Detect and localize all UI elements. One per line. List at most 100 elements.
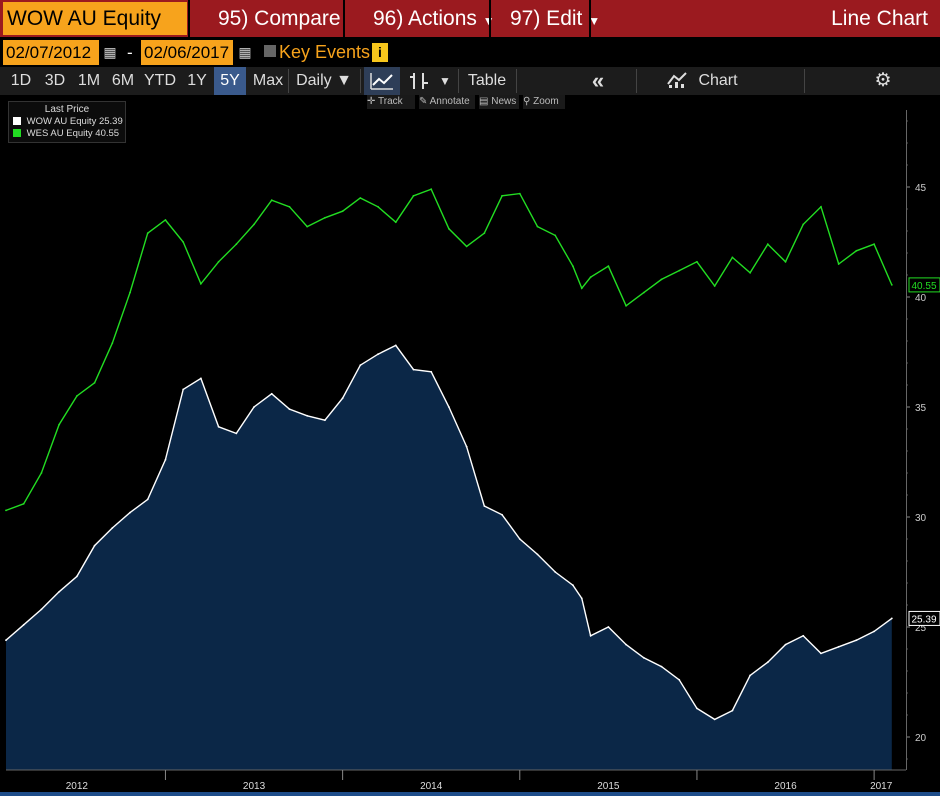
date-separator: - (127, 43, 133, 62)
range-3d-button[interactable]: 3D (44, 72, 66, 89)
range-5y-button[interactable]: 5Y (214, 67, 246, 95)
wow-data-point (660, 665, 663, 668)
wow-data-point (465, 445, 468, 448)
annotate-label: Annotate (429, 96, 470, 107)
wow-last-price-tag (908, 610, 940, 626)
wow-data-point (873, 630, 876, 633)
wes-data-point (359, 197, 362, 199)
edit-menu[interactable]: 97) Edit ▼ (510, 0, 600, 37)
wow-data-point (394, 344, 397, 347)
wow-data-point (359, 364, 362, 367)
wow-data-point (146, 498, 149, 501)
info-icon[interactable]: i (372, 43, 388, 62)
chart-type-title: Line Chart (831, 7, 928, 30)
wes-data-point (235, 243, 238, 246)
start-date-field[interactable]: 02/07/2012 (3, 40, 99, 65)
wes-data-point (58, 423, 61, 426)
wes-data-point (288, 205, 291, 208)
news-icon: ▤ (479, 96, 489, 107)
end-date-field[interactable]: 02/06/2017 (141, 40, 233, 65)
wes-data-point (483, 232, 486, 235)
dropdown-arrow-icon: ▼ (483, 14, 495, 28)
calendar-icon[interactable]: ▦ (238, 44, 252, 60)
wow-data-point (855, 639, 858, 642)
wow-data-point (837, 645, 840, 648)
candlestick-icon[interactable] (404, 67, 434, 95)
wes-data-point (146, 232, 149, 235)
chart-content-button[interactable]: Chart Content (666, 67, 796, 117)
annotate-tool[interactable]: ✎ Annotate (419, 95, 475, 109)
legend-item-wes[interactable]: WES AU Equity 40.55 (13, 128, 119, 139)
legend-item-wow[interactable]: WOW AU Equity 25.39 (13, 116, 123, 127)
wes-data-point (572, 265, 574, 268)
wow-data-point (731, 709, 734, 712)
frequency-dropdown[interactable]: Daily ▼ (292, 67, 356, 95)
wes-data-point (22, 502, 25, 505)
wes-data-point (554, 234, 557, 237)
range-1m-button[interactable]: 1M (77, 72, 101, 89)
wes-data-point (696, 260, 698, 263)
y-tick-label: 40 (915, 293, 927, 304)
wes-data-point (660, 278, 663, 281)
zoom-tool[interactable]: ⚲ Zoom (523, 95, 565, 109)
wes-data-point (873, 243, 876, 246)
key-events-label[interactable]: Key Events (279, 42, 371, 62)
frequency-label: Daily (296, 72, 332, 89)
calendar-icon[interactable]: ▦ (103, 44, 117, 60)
wes-data-point (430, 188, 433, 191)
wow-data-point (554, 571, 557, 573)
wow-data-point (580, 597, 583, 600)
wow-data-point (22, 623, 25, 626)
wes-data-point (766, 243, 769, 246)
wes-data-point (5, 509, 7, 512)
legend-swatch (13, 129, 21, 137)
x-tick-label: 2016 (774, 781, 797, 792)
wow-data-point (129, 511, 131, 514)
wes-data-point (217, 260, 220, 263)
wes-data-point (784, 260, 787, 263)
key-events-checkbox[interactable] (264, 45, 276, 57)
wow-data-point (430, 370, 433, 373)
x-tick-label: 2014 (420, 781, 443, 792)
range-6m-button[interactable]: 6M (111, 72, 135, 89)
wow-last-price-label: 25.39 (911, 614, 936, 625)
range-toolbar: 1D 3D 1M 6M YTD 1Y 5Y Max Daily ▼ ▼ Tabl… (0, 67, 940, 117)
divider (288, 69, 289, 93)
wes-data-point (253, 223, 255, 226)
date-range-row: 02/07/2012 ▦ - 02/06/2017 ▦ Key Events i (0, 37, 940, 67)
separator (489, 0, 491, 37)
track-tool[interactable]: ✛ Track (367, 95, 415, 109)
wes-data-point (40, 472, 43, 474)
range-1d-button[interactable]: 1D (10, 72, 32, 89)
collapse-icon[interactable]: « (591, 68, 605, 93)
last-price-labels: 25.39 40.55 (5, 188, 940, 721)
range-max-button[interactable]: Max (252, 72, 284, 89)
wow-data-point (341, 397, 344, 400)
range-ytd-button[interactable]: YTD (144, 72, 176, 89)
wes-price-line (5, 188, 893, 512)
x-axis: 2012 2013 2014 2015 2016 2017 (0, 769, 940, 796)
x-tick-label: 2015 (597, 781, 620, 792)
price-chart[interactable]: 20 25 30 35 40 45 2012 2013 2014 2015 2016 2017 25… (0, 95, 940, 796)
wow-data-point (217, 425, 220, 428)
wes-data-point (820, 205, 822, 208)
line-chart-icon[interactable] (364, 67, 400, 95)
wow-data-point (235, 432, 238, 435)
range-1y-button[interactable]: 1Y (187, 72, 207, 89)
pencil-icon: ✎ (419, 96, 428, 107)
wes-data-point (448, 227, 450, 230)
gear-icon[interactable]: ⚙ (874, 70, 892, 91)
wes-data-point (607, 265, 610, 268)
news-tool[interactable]: ▤ News (479, 95, 519, 109)
chart-legend[interactable]: Last Price WOW AU Equity 25.39 WES AU Eq… (8, 101, 126, 143)
title-bar: WOW AU Equity 95) Compare 96) Actions ▼ … (0, 0, 940, 37)
dropdown-icon[interactable]: ▼ (439, 74, 451, 88)
wow-data-point (890, 617, 893, 620)
table-button[interactable]: Table (467, 72, 507, 89)
actions-menu[interactable]: 96) Actions ▼ (373, 0, 495, 37)
security-ticker[interactable]: WOW AU Equity (3, 2, 187, 35)
separator (188, 0, 190, 37)
wow-data-point (5, 639, 7, 642)
wes-data-point (802, 223, 805, 226)
compare-menu[interactable]: 95) Compare (218, 7, 341, 30)
